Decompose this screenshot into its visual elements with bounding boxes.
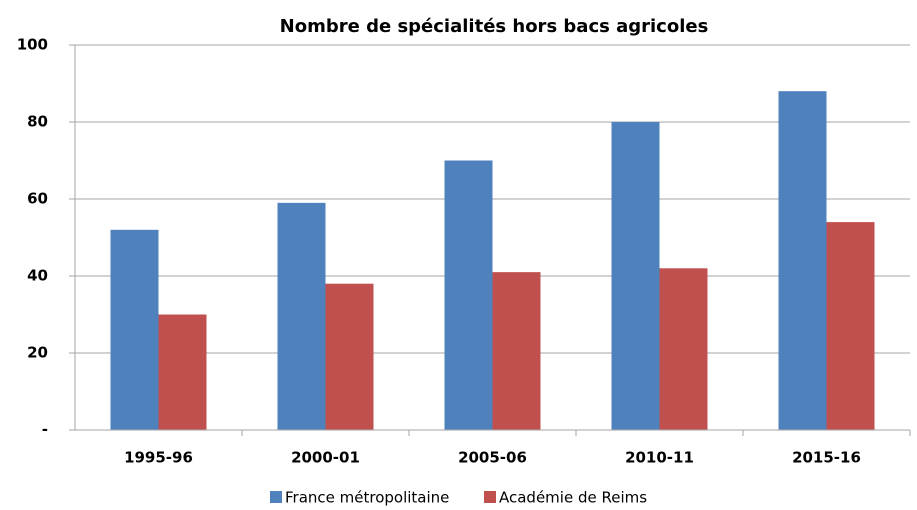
bar <box>826 222 875 430</box>
x-tick-label: 2005-06 <box>458 449 527 467</box>
y-tick-label: 40 <box>27 267 48 285</box>
bar <box>778 91 827 430</box>
legend-label: France métropolitaine <box>285 489 449 507</box>
y-tick-label: 20 <box>27 344 48 362</box>
y-tick-label: 80 <box>27 113 48 131</box>
bar <box>158 314 207 430</box>
legend-swatch <box>270 491 282 503</box>
chart-title: Nombre de spécialités hors bacs agricole… <box>280 16 709 37</box>
bar <box>659 268 708 430</box>
y-tick-label: 60 <box>27 190 48 208</box>
x-tick-label: 1995-96 <box>124 449 193 467</box>
bar <box>444 160 493 430</box>
bar <box>325 283 374 430</box>
legend-label: Académie de Reims <box>499 489 647 507</box>
bar <box>110 229 159 430</box>
y-tick-label: - <box>42 421 48 439</box>
x-tick-label: 2010-11 <box>625 449 694 467</box>
legend-swatch <box>484 491 496 503</box>
x-tick-label: 2000-01 <box>291 449 360 467</box>
bar <box>611 122 660 430</box>
bar <box>277 202 326 430</box>
bar <box>492 272 541 430</box>
x-tick-label: 2015-16 <box>792 449 861 467</box>
y-tick-label: 100 <box>17 36 48 54</box>
